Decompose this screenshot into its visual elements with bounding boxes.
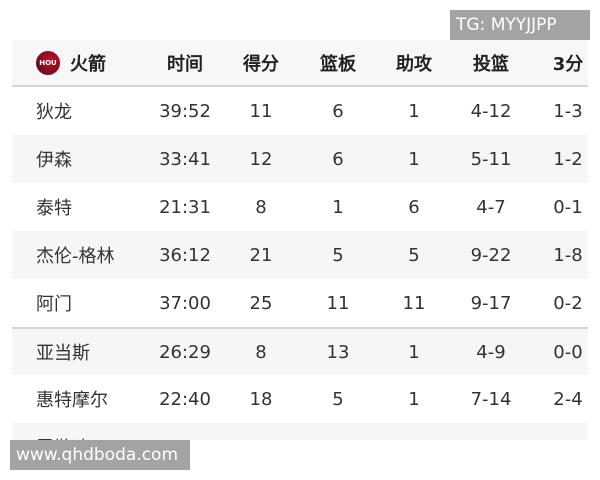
table-row[interactable]: 狄龙 39:52 11 6 1 4-12 1-3 <box>12 87 588 135</box>
points: 12 <box>249 148 273 170</box>
assists: 11 <box>402 292 426 314</box>
rebounds: 6 <box>332 100 344 122</box>
minutes: 16:51 <box>155 423 215 441</box>
minutes: 26:29 <box>159 341 211 363</box>
three-pointers: 3-7 <box>538 423 588 441</box>
watermark-bottom: www.qhdboda.com <box>10 440 190 470</box>
player-name: 亚当斯 <box>36 343 90 364</box>
team-cell: HOU 火箭 <box>36 40 106 85</box>
table-row[interactable]: 惠特摩尔 22:40 18 5 1 7-14 2-4 <box>12 375 588 423</box>
three-pointers: 2-4 <box>553 388 583 410</box>
col-header-assists[interactable]: 助攻 <box>396 53 432 75</box>
assists: 1 <box>408 148 420 170</box>
player-name: 霍勒迪 <box>36 423 90 440</box>
points: 25 <box>249 292 273 314</box>
player-name: 泰特 <box>36 198 72 219</box>
player-name: 阿门 <box>36 294 72 315</box>
col-header-points[interactable]: 得分 <box>243 53 279 75</box>
minutes: 21:31 <box>159 196 211 218</box>
box-score-table: HOU 火箭 时间 得分 篮板 助攻 投篮 3分 狄龙 39:52 11 6 1 4-12… <box>12 40 588 440</box>
rebounds: 11 <box>326 292 350 314</box>
rebounds: 5 <box>332 244 344 266</box>
rebounds: 13 <box>326 341 350 363</box>
three-pointers: 1-8 <box>553 244 583 266</box>
player-name: 惠特摩尔 <box>36 390 108 411</box>
col-header-3pt[interactable]: 3分 <box>552 53 584 75</box>
col-header-fg[interactable]: 投篮 <box>473 53 509 75</box>
minutes: 36:12 <box>159 244 211 266</box>
field-goals: 4-9 <box>476 341 506 363</box>
minutes: 39:52 <box>159 100 211 122</box>
assists: 1 <box>408 388 420 410</box>
three-pointers: 0-0 <box>553 341 583 363</box>
three-pointers: 0-1 <box>553 196 583 218</box>
rockets-logo-icon: HOU <box>36 50 60 75</box>
field-goals: 9-22 <box>470 244 512 266</box>
table-row[interactable]: 阿门 37:00 25 11 11 9-17 0-2 <box>12 279 588 327</box>
table-row[interactable]: 亚当斯 26:29 8 13 1 4-9 0-0 <box>12 327 588 375</box>
three-pointers: 0-2 <box>553 292 583 314</box>
rebounds: 3 <box>308 423 368 441</box>
table-row[interactable]: 伊森 33:41 12 6 1 5-11 1-2 <box>12 135 588 183</box>
player-name: 狄龙 <box>36 102 72 123</box>
three-pointers: 1-2 <box>553 148 583 170</box>
points: 8 <box>255 196 267 218</box>
three-pointers: 1-3 <box>553 100 583 122</box>
table-row[interactable]: 泰特 21:31 8 1 6 4-7 0-1 <box>12 183 588 231</box>
player-name: 伊森 <box>36 150 72 171</box>
rebounds: 6 <box>332 148 344 170</box>
rebounds: 5 <box>332 388 344 410</box>
assists: 5 <box>408 244 420 266</box>
table-row[interactable]: 霍勒迪 16:51 15 33 4-10 3-7 <box>12 423 588 440</box>
assists: 3 <box>384 423 444 441</box>
points: 15 <box>231 423 291 441</box>
rebounds: 1 <box>332 196 344 218</box>
col-header-rebounds[interactable]: 篮板 <box>320 53 356 75</box>
minutes: 22:40 <box>159 388 211 410</box>
table-row[interactable]: 杰伦-格林 36:12 21 5 5 9-22 1-8 <box>12 231 588 279</box>
assists: 6 <box>408 196 420 218</box>
field-goals: 4-12 <box>470 100 512 122</box>
field-goals: 7-14 <box>470 388 512 410</box>
field-goals: 4-7 <box>476 196 506 218</box>
field-goals: 5-11 <box>470 148 512 170</box>
player-name: 杰伦-格林 <box>36 246 115 267</box>
team-name: 火箭 <box>70 53 106 75</box>
points: 11 <box>249 100 273 122</box>
points: 18 <box>249 388 273 410</box>
table-header: HOU 火箭 时间 得分 篮板 助攻 投篮 3分 <box>12 40 588 87</box>
watermark-top: TG: MYYJJPP <box>450 10 590 40</box>
field-goals: 9-17 <box>470 292 512 314</box>
assists: 1 <box>408 341 420 363</box>
field-goals: 4-10 <box>461 423 521 441</box>
assists: 1 <box>408 100 420 122</box>
points: 21 <box>249 244 273 266</box>
minutes: 33:41 <box>159 148 211 170</box>
minutes: 37:00 <box>159 292 211 314</box>
points: 8 <box>255 341 267 363</box>
col-header-time[interactable]: 时间 <box>167 53 203 75</box>
